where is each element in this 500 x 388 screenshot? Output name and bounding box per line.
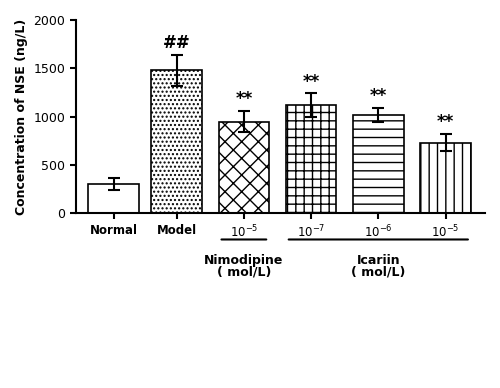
Bar: [88, 184, 139, 213]
Y-axis label: Concentration of NSE (ng/L): Concentration of NSE (ng/L): [15, 19, 28, 215]
Bar: [152, 70, 202, 213]
Text: **: **: [236, 90, 252, 108]
Text: **: **: [370, 87, 387, 105]
Text: ##: ##: [163, 34, 190, 52]
Text: Nimodipine: Nimodipine: [204, 254, 284, 267]
Text: ( mol/L): ( mol/L): [351, 265, 406, 279]
Text: Icariin: Icariin: [356, 254, 400, 267]
Text: **: **: [302, 73, 320, 90]
Bar: [286, 105, 337, 213]
Bar: [420, 143, 470, 213]
Bar: [353, 115, 404, 213]
Text: **: **: [437, 113, 454, 131]
Text: ( mol/L): ( mol/L): [216, 265, 271, 279]
Bar: [218, 121, 269, 213]
